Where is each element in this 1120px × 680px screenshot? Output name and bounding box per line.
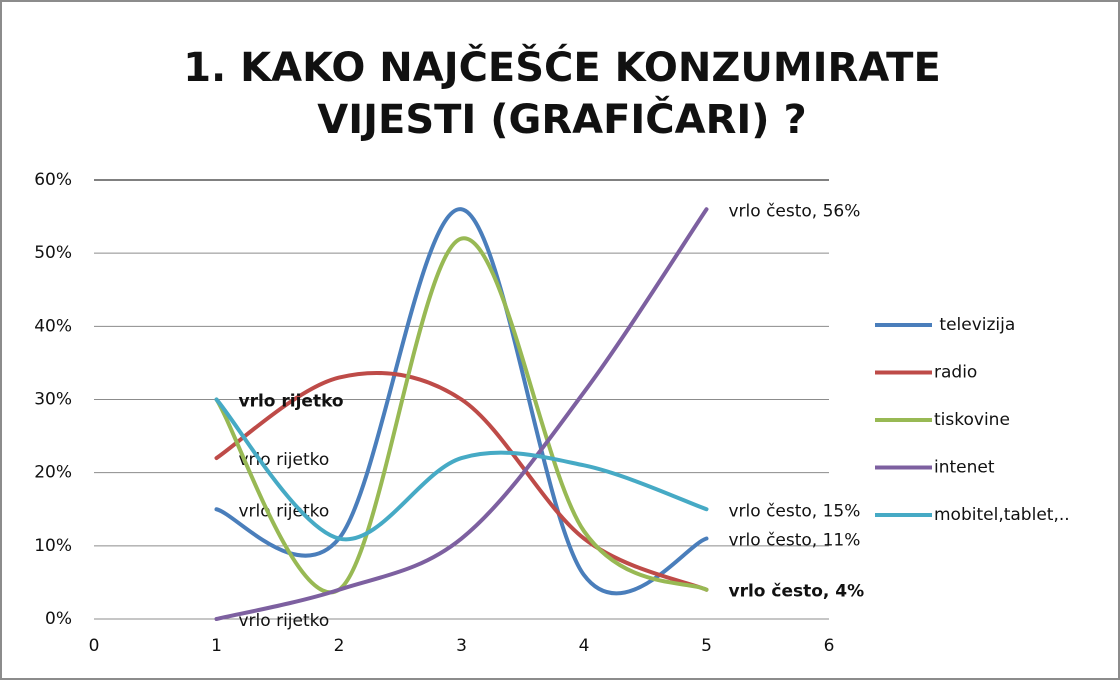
data-label: vrlo često, 15% — [729, 501, 861, 521]
series-line — [214, 236, 709, 595]
x-tick-label: 5 — [701, 636, 712, 656]
y-tick-label: 0% — [45, 609, 72, 629]
data-label: vrlo često, 56% — [729, 201, 861, 221]
y-tick-label: 10% — [34, 536, 72, 556]
x-tick-label: 1 — [211, 636, 222, 656]
data-label: vrlo često, 11% — [729, 531, 861, 551]
legend-label: televizija — [934, 315, 1015, 335]
legend-label: radio — [934, 363, 977, 383]
legend-label: intenet — [934, 458, 995, 478]
legend-label: mobitel,tablet,.. — [934, 505, 1070, 525]
chart-title: 1. KAKO NAJČEŠĆE KONZUMIRATE VIJESTI (GR… — [183, 45, 941, 143]
y-tick-label: 50% — [34, 243, 72, 263]
legend-label: tiskovine — [934, 410, 1010, 430]
series-line — [214, 397, 709, 542]
x-tick-label: 4 — [579, 636, 590, 656]
data-label: vrlo rijetko — [239, 501, 330, 521]
data-label: vrlo rijetko — [239, 450, 330, 470]
y-tick-label: 60% — [34, 170, 72, 190]
series-line — [214, 370, 709, 592]
x-tick-label: 6 — [824, 636, 835, 656]
y-tick-label: 40% — [34, 316, 72, 336]
series-line — [214, 207, 709, 621]
series-line — [214, 207, 709, 596]
y-tick-label: 20% — [34, 463, 72, 483]
x-tick-label: 0 — [89, 636, 100, 656]
y-tick-label: 30% — [34, 390, 72, 410]
data-label: vrlo rijetko — [239, 611, 330, 631]
x-tick-label: 3 — [456, 636, 467, 656]
data-label: vrlo rijetko — [239, 392, 344, 412]
data-label: vrlo često, 4% — [729, 582, 865, 602]
x-tick-label: 2 — [334, 636, 345, 656]
